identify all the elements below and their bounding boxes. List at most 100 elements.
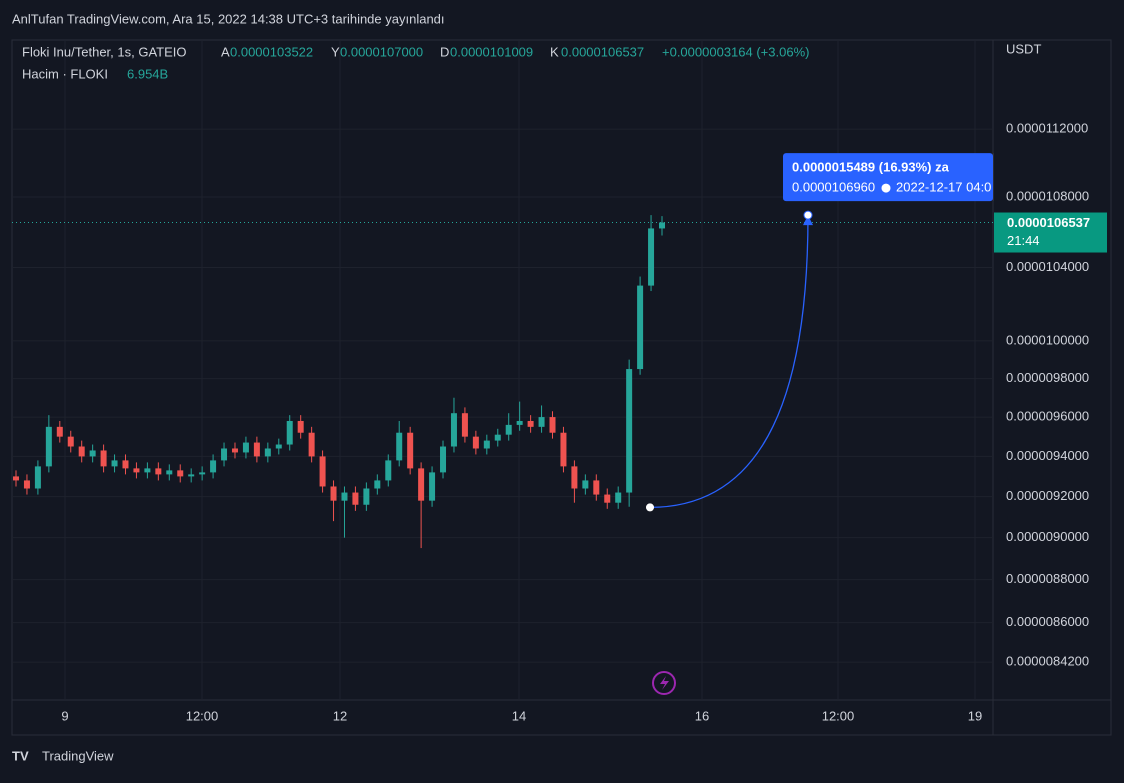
candle-body	[352, 492, 359, 505]
candle-body	[330, 486, 337, 501]
candle-body	[286, 420, 293, 445]
candle-body	[582, 480, 589, 489]
legend-label: Y	[331, 44, 340, 59]
candle-body	[418, 468, 425, 501]
candle-body	[516, 420, 523, 425]
x-tick-label: 9	[61, 708, 68, 723]
candle-body	[231, 448, 238, 453]
price-badge-countdown: 21:44	[1007, 233, 1040, 248]
measure-end-price: 0.0000106960	[792, 180, 875, 195]
legend-value: 0.0000107000	[340, 44, 423, 59]
price-badge-value: 0.0000106537	[1007, 215, 1090, 230]
candle-body	[297, 420, 304, 433]
y-tick-label: 0.0000108000	[1006, 188, 1089, 203]
y-tick-label: 0.0000092000	[1006, 488, 1089, 503]
legend-value: 0.0000106537	[561, 44, 644, 59]
candle-body	[23, 480, 30, 489]
candle-body	[199, 472, 206, 475]
y-tick-label: 0.0000104000	[1006, 259, 1089, 274]
candle-body	[67, 436, 74, 447]
candle-body	[78, 446, 85, 457]
candle-body	[155, 468, 162, 475]
y-tick-label: 0.0000090000	[1006, 529, 1089, 544]
candle-body	[429, 472, 436, 501]
y-tick-label: 0.0000096000	[1006, 409, 1089, 424]
candle-body	[407, 432, 414, 469]
x-tick-label: 12:00	[822, 708, 855, 723]
x-tick-label: 14	[512, 708, 526, 723]
price-badge	[994, 212, 1107, 253]
candle-body	[221, 448, 228, 461]
candle-body	[319, 456, 326, 487]
candle-body	[308, 432, 315, 457]
candle-body	[188, 474, 195, 477]
brand-logo: TV	[12, 748, 29, 763]
candle-body	[472, 436, 479, 449]
candle-body	[571, 466, 578, 489]
event-bolt	[660, 676, 669, 690]
candle-body	[461, 413, 468, 437]
candle-body	[604, 494, 611, 503]
candle-body	[341, 492, 348, 501]
measure-end	[803, 210, 813, 220]
candle-body	[626, 369, 633, 493]
y-tick-label: 0.0000094000	[1006, 448, 1089, 463]
y-tick-label: 0.0000100000	[1006, 332, 1089, 347]
candle-body	[111, 460, 118, 467]
candle-body	[56, 426, 63, 437]
chart-panel	[11, 39, 1112, 736]
candle-body	[144, 468, 151, 473]
candle-body	[363, 488, 370, 505]
candle-body	[253, 442, 260, 457]
legend-symbol: Floki Inu/Tether, 1s, GATEIO	[22, 44, 187, 59]
legend-value: 0.0000103522	[230, 44, 313, 59]
candle-body	[385, 460, 392, 481]
candle-body	[166, 470, 173, 475]
candle-body	[242, 442, 249, 453]
candle-body	[275, 444, 282, 449]
axis-title: USDT	[1006, 41, 1041, 56]
candle-body	[505, 424, 512, 435]
measure-curve	[649, 215, 809, 509]
measure-change: 0.0000015489 (16.93%) za	[792, 160, 950, 175]
candle-body	[494, 434, 501, 441]
x-tick-label: 19	[968, 708, 982, 723]
candle-body	[374, 480, 381, 489]
candle-body	[440, 446, 447, 473]
x-tick-label: 16	[695, 708, 709, 723]
candle-body	[13, 476, 19, 481]
measure-arrow	[803, 215, 813, 226]
candle-body	[122, 460, 129, 469]
y-tick-label: 0.0000112000	[1006, 121, 1088, 136]
legend-value: 0.0000101009	[450, 44, 533, 59]
candle-body	[549, 417, 556, 433]
event-icon[interactable]	[652, 671, 676, 695]
brand-name: TradingView	[42, 748, 114, 763]
y-tick-label: 0.0000088000	[1006, 571, 1089, 586]
candle-body	[396, 432, 403, 461]
candle-body	[100, 450, 107, 467]
y-tick-label: 0.0000086000	[1006, 614, 1089, 629]
x-tick-label: 12:00	[186, 708, 219, 723]
legend-label: K	[550, 44, 559, 59]
candle-body	[89, 450, 96, 457]
candle-body	[593, 480, 600, 495]
clock-icon	[881, 183, 891, 193]
candle-body	[264, 448, 271, 457]
y-tick-label: 0.0000098000	[1006, 370, 1089, 385]
candle-body	[648, 228, 655, 286]
volume-value: 6.954B	[127, 66, 168, 81]
measure-clip	[993, 153, 994, 202]
candle-body	[560, 432, 567, 467]
volume-label: Hacim · FLOKI	[22, 66, 108, 81]
candle-body	[538, 417, 545, 427]
candle-body	[527, 420, 534, 427]
candle-body	[637, 285, 644, 370]
y-tick-label: 0.0000084200	[1006, 654, 1089, 669]
legend-change: +0.0000003164 (+3.06%)	[662, 44, 809, 59]
measure-start	[646, 503, 654, 512]
candle-body	[133, 468, 140, 473]
legend-label: A	[221, 44, 230, 59]
